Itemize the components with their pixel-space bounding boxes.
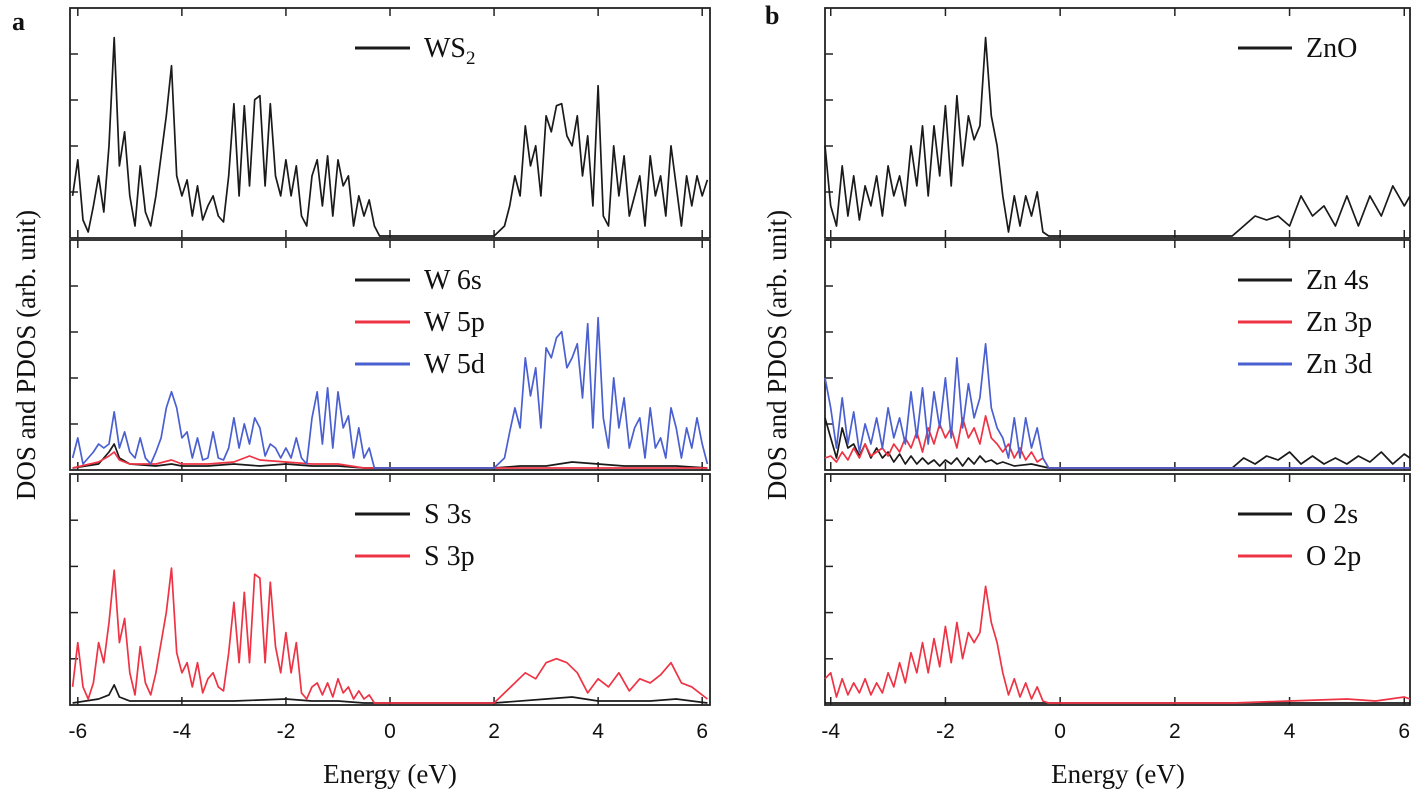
panel-b: b DOS and PDOS (arb. unit) Energy (eV) Z… <box>762 1 1411 789</box>
x-tick-label: -4 <box>173 720 192 743</box>
legend-label: O 2p <box>1306 541 1361 572</box>
x-tick-label: 4 <box>1284 720 1296 743</box>
legend-label: S 3s <box>424 499 471 530</box>
panel-a-top-subplot: WS2 <box>69 7 711 239</box>
series-line-s-3s <box>72 684 708 704</box>
series-line-o-2p <box>824 585 1411 704</box>
series-line-w-5p <box>72 451 708 469</box>
x-tick-label: 6 <box>696 720 708 743</box>
axes-frame <box>824 473 1411 706</box>
axes-frame <box>824 239 1411 471</box>
panel-a-bottom-subplot: S 3s S 3p <box>69 473 711 706</box>
x-tick-label: 0 <box>1054 720 1066 743</box>
series-line-ws <box>71 36 709 237</box>
panel-b-ylabel: DOS and PDOS (arb. unit) <box>762 210 792 500</box>
panel-a-middle-subplot: W 6s W 5p W 5d <box>69 239 711 471</box>
panel-b-letter: b <box>765 1 779 30</box>
legend-label: WS2 <box>424 33 476 69</box>
legend-label: S 3p <box>424 541 475 572</box>
legend-label: W 5p <box>424 307 485 338</box>
panel-a-letter: a <box>12 7 25 36</box>
series-line-s-3p <box>71 567 708 704</box>
panel-a: a DOS and PDOS (arb. unit) Energy (eV) W… <box>11 7 711 789</box>
legend-label: W 6s <box>424 265 482 296</box>
panel-b-xlabel: Energy (eV) <box>1051 759 1185 789</box>
axes-frame <box>824 7 1411 239</box>
panel-b-xticks: -4 -2 0 2 4 6 <box>821 720 1410 743</box>
series-line-w-5d <box>71 316 709 469</box>
legend-label: Zn 4s <box>1306 265 1369 296</box>
x-tick-label: 4 <box>592 720 604 743</box>
panel-b-top-subplot: ZnO <box>824 7 1411 239</box>
x-tick-label: 6 <box>1398 720 1410 743</box>
legend-label: W 5d <box>424 349 485 380</box>
series-line-zno <box>824 36 1411 237</box>
legend-label: Zn 3p <box>1306 307 1372 338</box>
x-tick-label: -2 <box>936 720 955 743</box>
x-tick-label: 0 <box>384 720 396 743</box>
x-tick-label: 2 <box>1169 720 1181 743</box>
series-line-zn-3p <box>824 415 1410 469</box>
x-tick-label: -6 <box>68 720 87 743</box>
panel-b-bottom-subplot: O 2s O 2p <box>824 473 1411 706</box>
panel-b-middle-subplot: Zn 4s Zn 3p Zn 3d <box>824 239 1411 471</box>
series-line-w-6s <box>72 443 708 469</box>
x-tick-label: -2 <box>277 720 296 743</box>
series-line-zn-3d <box>824 342 1410 469</box>
x-tick-label: -4 <box>821 720 840 743</box>
legend-label: ZnO <box>1306 33 1357 64</box>
panel-a-xticks: -6 -4 -2 0 2 4 6 <box>68 720 708 743</box>
axes-frame <box>69 239 711 471</box>
legend-label: Zn 3d <box>1306 349 1372 380</box>
legend-label: O 2s <box>1306 499 1358 530</box>
panel-a-ylabel: DOS and PDOS (arb. unit) <box>11 210 41 500</box>
series-line-zn-4s <box>824 417 1411 469</box>
panel-a-xlabel: Energy (eV) <box>323 759 457 789</box>
axes-frame <box>69 473 711 706</box>
x-tick-label: 2 <box>488 720 500 743</box>
